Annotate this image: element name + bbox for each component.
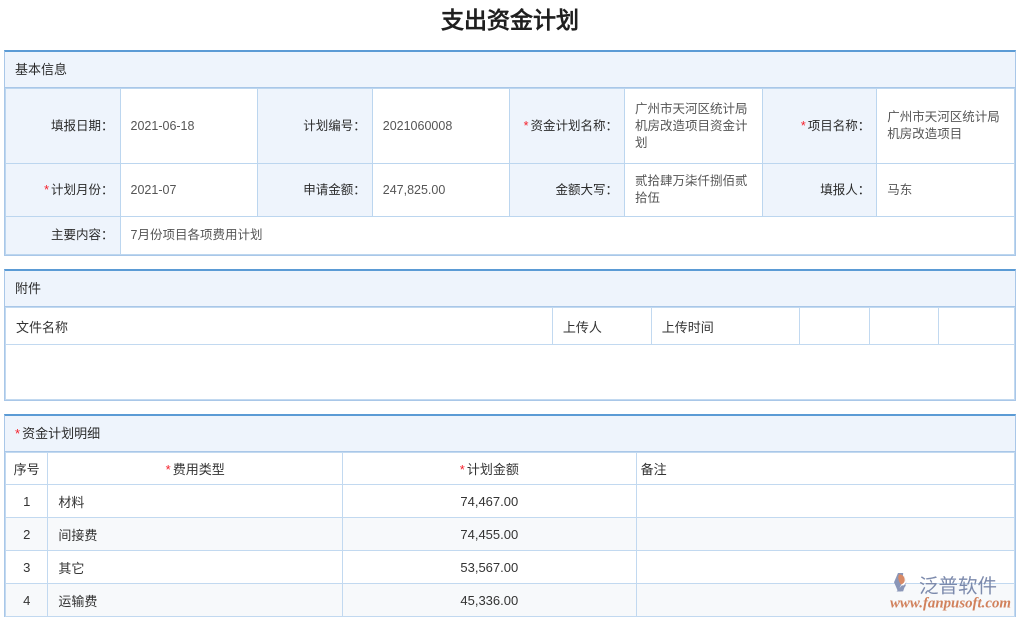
- svg-text:泛普软件: 泛普软件: [919, 576, 997, 598]
- svg-text:www.fanpusoft.com: www.fanpusoft.com: [890, 595, 1011, 611]
